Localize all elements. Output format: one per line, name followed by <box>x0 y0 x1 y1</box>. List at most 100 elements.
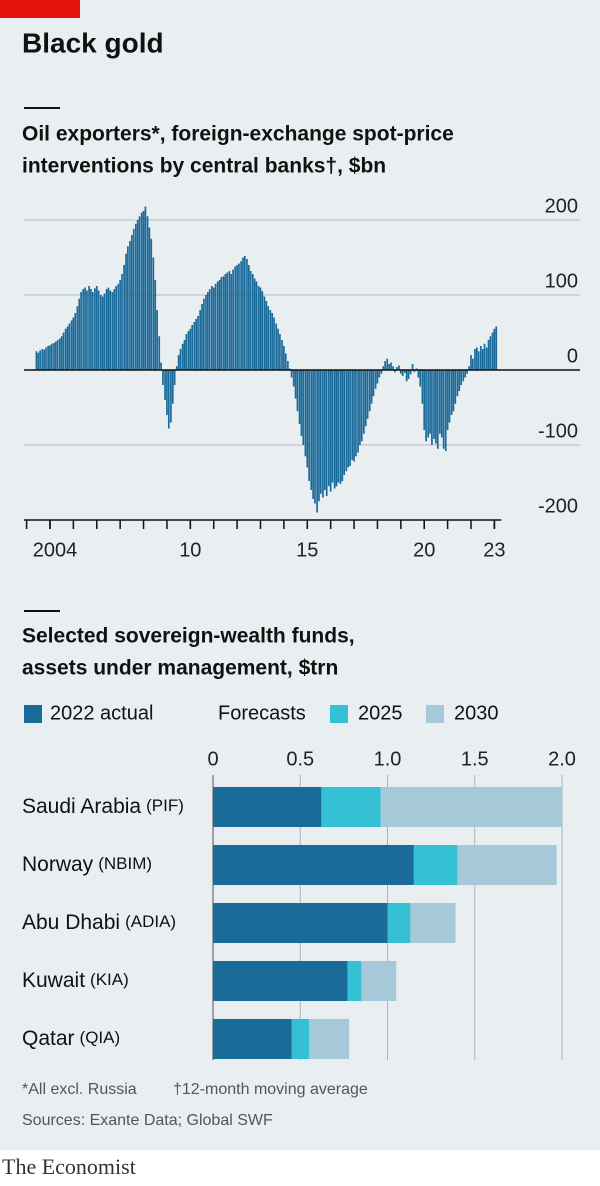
bar <box>440 370 443 438</box>
bar <box>479 346 482 370</box>
bar <box>234 266 237 370</box>
bar <box>76 306 79 370</box>
bar <box>263 296 266 370</box>
y-tick-label: 100 <box>545 270 578 292</box>
bar <box>261 291 264 370</box>
bar <box>216 281 219 370</box>
rule <box>24 107 60 109</box>
bar <box>439 370 441 434</box>
bar <box>491 332 494 370</box>
bar <box>45 347 47 370</box>
bar <box>173 370 176 385</box>
bar <box>236 265 238 370</box>
category-label: Saudi Arabia (PIF) <box>22 795 184 818</box>
bar <box>123 265 125 370</box>
bar <box>468 366 470 370</box>
bar <box>337 370 340 483</box>
bar <box>35 351 38 370</box>
bar <box>187 331 190 370</box>
bar <box>154 280 157 370</box>
bar <box>477 351 480 370</box>
bar <box>475 347 478 370</box>
bar <box>302 370 305 445</box>
bar <box>310 370 313 490</box>
bar <box>177 355 180 370</box>
category-name: Abu Dhabi <box>22 911 120 934</box>
x-tick-label: 1.5 <box>461 748 489 770</box>
bar <box>281 340 283 370</box>
bar <box>284 353 287 370</box>
chart-title: assets under management, $trn <box>22 657 338 680</box>
bar <box>372 370 375 397</box>
bar <box>251 274 254 370</box>
bar <box>119 280 122 370</box>
bar <box>419 370 422 387</box>
bar <box>487 340 490 370</box>
chart-title: Selected sovereign-wealth funds, <box>22 625 355 648</box>
bar <box>257 286 260 370</box>
bar <box>105 289 108 370</box>
bar <box>146 216 149 370</box>
bar <box>403 370 406 373</box>
bar <box>138 216 141 370</box>
bar <box>162 370 164 385</box>
bar <box>351 370 354 460</box>
bar <box>265 301 268 370</box>
x-tick-label: 20 <box>413 539 435 561</box>
bar <box>109 290 112 370</box>
bar <box>460 370 463 385</box>
bar <box>347 370 350 468</box>
bar <box>394 370 396 373</box>
bar <box>210 286 213 370</box>
bar <box>327 370 330 487</box>
bar <box>421 370 424 404</box>
bar <box>339 370 342 484</box>
bar <box>197 316 199 370</box>
bar <box>60 336 63 370</box>
bar <box>312 370 314 499</box>
chart-2: 0 0.5 1.0 1.5 2.0 2022 actual 2025 2030 Saudi Ar… <box>22 702 576 1060</box>
bar <box>355 370 357 457</box>
category-label: Norway (NBIM) <box>22 853 152 876</box>
bar <box>88 286 90 370</box>
bar <box>207 292 209 370</box>
y-tick-label: 200 <box>545 195 578 217</box>
legend-label: 2022 actual <box>50 702 153 724</box>
bar <box>300 370 303 436</box>
bar <box>448 370 451 423</box>
bar <box>53 343 55 370</box>
bar <box>411 364 414 370</box>
bar <box>238 263 240 370</box>
category-name: Kuwait <box>22 969 85 992</box>
bar <box>333 370 336 489</box>
bar <box>150 238 153 370</box>
bar <box>442 370 445 449</box>
bar <box>493 328 496 370</box>
bar <box>72 317 75 370</box>
bar <box>292 370 295 387</box>
bar <box>78 298 81 370</box>
bar <box>68 323 71 370</box>
bar <box>380 370 383 374</box>
bar <box>319 370 322 494</box>
category-code: (PIF) <box>146 796 184 815</box>
bar <box>390 362 392 370</box>
footnote: †12-month moving average <box>173 1081 368 1098</box>
bar <box>39 350 42 370</box>
bar <box>129 241 131 370</box>
bar <box>179 349 182 370</box>
bar <box>201 304 203 370</box>
legend-group-label: Forecasts <box>218 702 306 724</box>
bar <box>103 293 106 370</box>
bar <box>436 370 439 449</box>
bar <box>322 370 324 498</box>
bar <box>401 370 404 376</box>
bar <box>90 289 92 370</box>
bar <box>213 845 414 885</box>
bar <box>54 341 57 370</box>
bar <box>247 265 250 370</box>
bar <box>466 370 468 374</box>
bar <box>308 370 310 481</box>
bar <box>345 370 348 472</box>
bar <box>388 364 390 370</box>
